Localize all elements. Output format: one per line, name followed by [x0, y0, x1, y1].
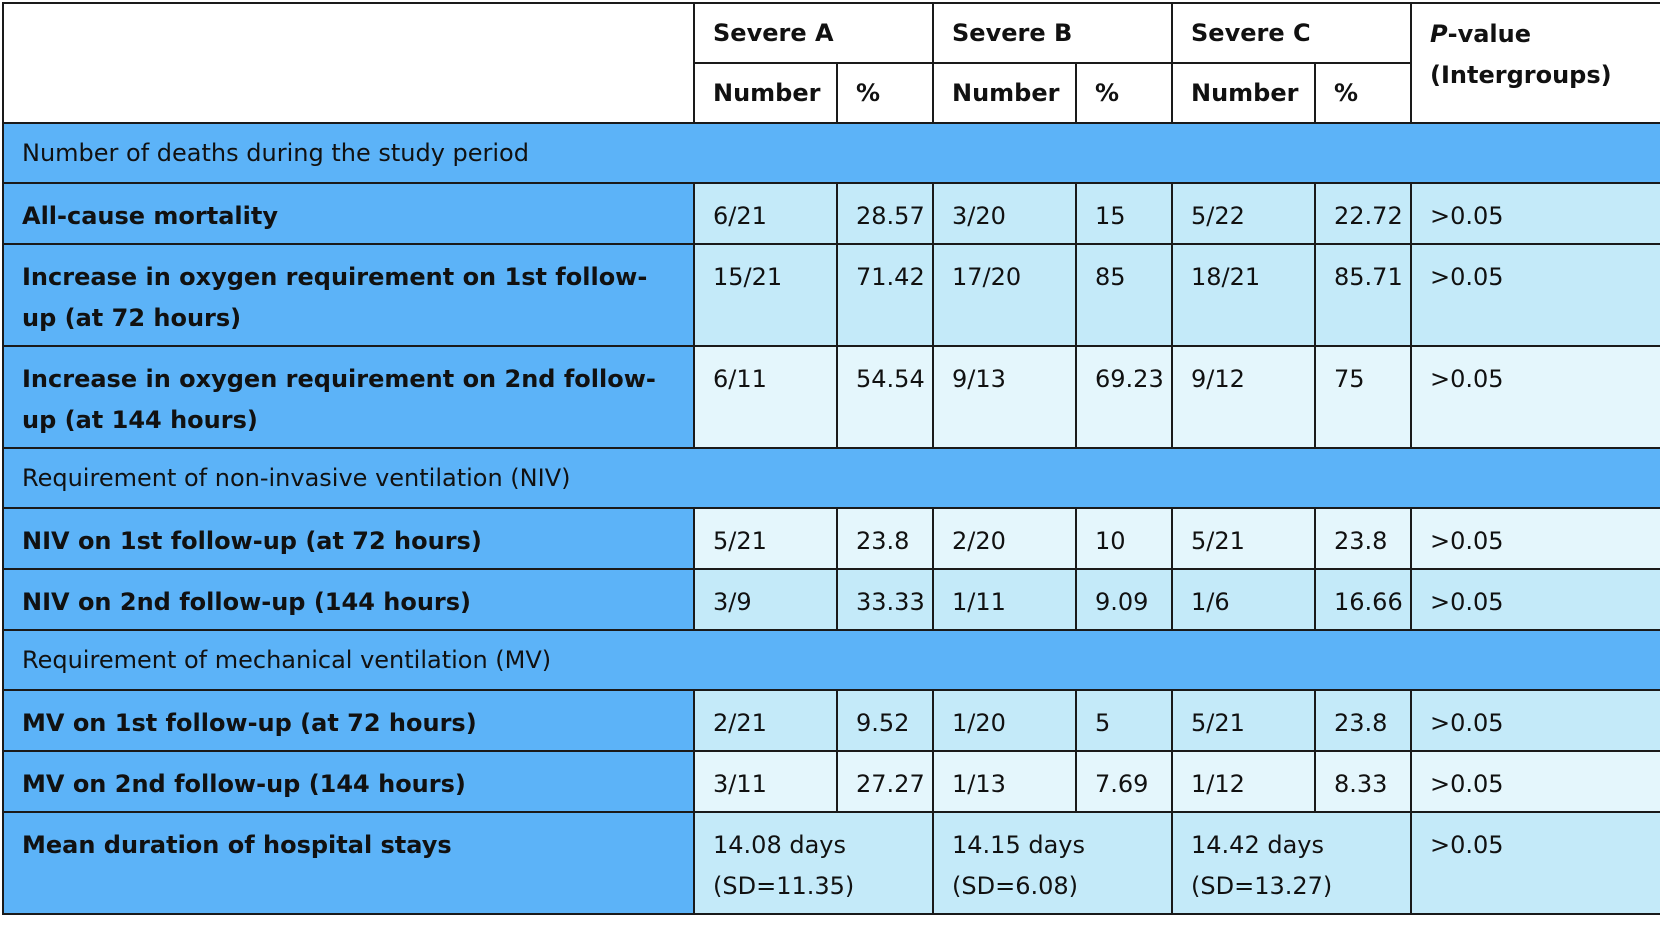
cell-b-number: 1/13: [932, 750, 1077, 813]
table-row-mean-stay: Mean duration of hospital stays 14.08 da…: [2, 811, 1660, 915]
cell-c-number: 9/12: [1171, 345, 1316, 449]
cell-a-number: 15/21: [693, 243, 838, 347]
cell-b-number: 2/20: [932, 507, 1077, 570]
header-pct-a: %: [836, 62, 934, 124]
row-label: MV on 1st follow-up (at 72 hours): [2, 689, 695, 752]
cell-a-pct: 23.8: [836, 507, 934, 570]
cell-a-pct: 54.54: [836, 345, 934, 449]
cell-pvalue: >0.05: [1410, 811, 1660, 915]
cell-a-number: 2/21: [693, 689, 838, 752]
cell-pvalue: >0.05: [1410, 243, 1660, 347]
header-group-a: Severe A: [693, 2, 934, 64]
header-empty-cell: [2, 2, 695, 124]
cell-a-number: 3/11: [693, 750, 838, 813]
cell-b-pct: 15: [1075, 182, 1173, 245]
cell-pvalue: >0.05: [1410, 689, 1660, 752]
cell-pvalue: >0.05: [1410, 182, 1660, 245]
header-pvalue-italic: P: [1430, 20, 1448, 48]
section-row: Number of deaths during the study period: [1, 122, 1660, 184]
section-row: Requirement of non-invasive ventilation …: [1, 447, 1660, 509]
cell-a-pct: 71.42: [836, 243, 934, 347]
results-table: Severe A Severe B Severe C P-value (Inte…: [1, 2, 1660, 915]
cell-b-pct: 85: [1075, 243, 1173, 347]
row-label: MV on 2nd follow-up (144 hours): [2, 750, 695, 813]
cell-c-number: 5/21: [1171, 507, 1316, 570]
cell-b-pct: 9.09: [1075, 568, 1173, 631]
cell-a-number: 6/11: [693, 345, 838, 449]
cell-b-pct: 10: [1075, 507, 1173, 570]
cell-b-number: 17/20: [932, 243, 1077, 347]
cell-a-number: 6/21: [693, 182, 838, 245]
section-title: Requirement of mechanical ventilation (M…: [1, 629, 1660, 691]
header-pct-b: %: [1075, 62, 1173, 124]
cell-b-number: 3/20: [932, 182, 1077, 245]
cell-c-mean-stay: 14.42 days (SD=13.27): [1170, 811, 1413, 915]
cell-c-number: 1/6: [1171, 568, 1316, 631]
table-row: All-cause mortality 6/21 28.57 3/20 15 5…: [2, 182, 1660, 245]
cell-c-pct: 22.72: [1313, 182, 1413, 245]
cell-a-pct: 9.52: [836, 689, 934, 752]
table-row: MV on 2nd follow-up (144 hours) 3/11 27.…: [2, 750, 1660, 813]
cell-a-number: 3/9: [693, 568, 838, 631]
cell-b-pct: 69.23: [1075, 345, 1173, 449]
table-row: Increase in oxygen requirement on 1st fo…: [2, 243, 1660, 347]
header-pvalue: P-value (Intergroups): [1410, 2, 1660, 124]
header-pvalue-rest: -value (Intergroups): [1430, 20, 1612, 89]
table-row: NIV on 1st follow-up (at 72 hours) 5/21 …: [2, 507, 1660, 570]
row-label: All-cause mortality: [2, 182, 695, 245]
cell-pvalue: >0.05: [1410, 507, 1660, 570]
header-number-c: Number: [1171, 62, 1316, 124]
cell-c-number: 1/12: [1171, 750, 1316, 813]
cell-c-pct: 8.33: [1313, 750, 1413, 813]
cell-c-number: 18/21: [1171, 243, 1316, 347]
cell-pvalue: >0.05: [1410, 345, 1660, 449]
row-label: NIV on 1st follow-up (at 72 hours): [2, 507, 695, 570]
section-title: Requirement of non-invasive ventilation …: [1, 447, 1660, 509]
cell-b-number: 1/20: [932, 689, 1077, 752]
cell-c-pct: 85.71: [1313, 243, 1413, 347]
table-row: NIV on 2nd follow-up (144 hours) 3/9 33.…: [2, 568, 1660, 631]
table-row: Increase in oxygen requirement on 2nd fo…: [2, 345, 1660, 449]
section-row: Requirement of mechanical ventilation (M…: [1, 629, 1660, 691]
cell-c-pct: 75: [1313, 345, 1413, 449]
cell-c-number: 5/22: [1171, 182, 1316, 245]
cell-b-mean-stay: 14.15 days (SD=6.08): [932, 811, 1173, 915]
cell-a-pct: 33.33: [836, 568, 934, 631]
cell-a-mean-stay: 14.08 days (SD=11.35): [693, 811, 934, 915]
table-header: Severe A Severe B Severe C P-value (Inte…: [2, 2, 1660, 124]
table-body: Number of deaths during the study period…: [1, 122, 1660, 915]
cell-a-pct: 28.57: [836, 182, 934, 245]
row-label: NIV on 2nd follow-up (144 hours): [2, 568, 695, 631]
cell-b-number: 9/13: [932, 345, 1077, 449]
section-title: Number of deaths during the study period: [1, 122, 1660, 184]
header-number-a: Number: [693, 62, 838, 124]
cell-c-pct: 16.66: [1313, 568, 1413, 631]
cell-a-pct: 27.27: [836, 750, 934, 813]
row-label: Increase in oxygen requirement on 2nd fo…: [2, 345, 695, 449]
table-row: MV on 1st follow-up (at 72 hours) 2/21 9…: [2, 689, 1660, 752]
row-label: Mean duration of hospital stays: [2, 811, 695, 915]
header-group-c: Severe C: [1170, 2, 1413, 64]
cell-b-pct: 5: [1075, 689, 1173, 752]
cell-b-pct: 7.69: [1075, 750, 1173, 813]
row-label: Increase in oxygen requirement on 1st fo…: [2, 243, 695, 347]
cell-a-number: 5/21: [693, 507, 838, 570]
header-group-b: Severe B: [932, 2, 1173, 64]
cell-b-number: 1/11: [932, 568, 1077, 631]
cell-pvalue: >0.05: [1410, 750, 1660, 813]
cell-c-pct: 23.8: [1313, 689, 1413, 752]
cell-c-number: 5/21: [1171, 689, 1316, 752]
header-number-b: Number: [932, 62, 1077, 124]
cell-pvalue: >0.05: [1410, 568, 1660, 631]
cell-c-pct: 23.8: [1313, 507, 1413, 570]
header-pct-c: %: [1313, 62, 1413, 124]
